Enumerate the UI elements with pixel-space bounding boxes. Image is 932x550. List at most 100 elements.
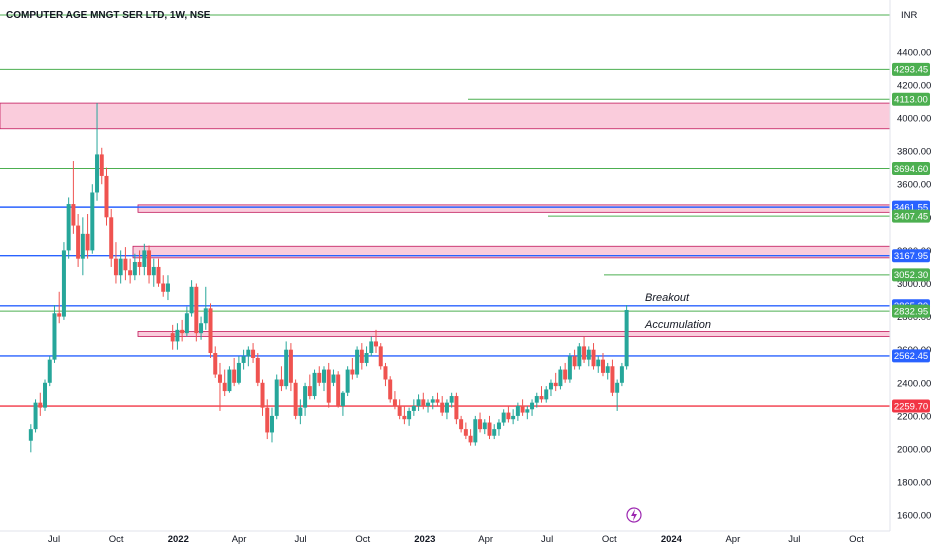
candle-body <box>142 250 147 267</box>
y-tick-label: 2400.00 <box>897 378 931 389</box>
lightning-icon[interactable] <box>626 507 642 523</box>
y-tick-label: 2000.00 <box>897 445 931 456</box>
candle-body <box>558 369 563 387</box>
price-level-badge <box>892 62 930 76</box>
candle-body <box>265 407 270 433</box>
candle-body <box>582 346 587 360</box>
candle-body <box>260 382 265 408</box>
candle-body <box>392 399 397 406</box>
x-tick-label: Apr <box>232 534 247 545</box>
candle-body <box>539 396 544 400</box>
candle-body <box>184 313 189 334</box>
price-level-label: 3052.30 <box>894 270 928 281</box>
candle-body <box>591 349 596 367</box>
candle-body <box>90 192 95 251</box>
candle-body <box>407 410 412 420</box>
supply-zone <box>137 331 891 337</box>
candle-body <box>307 386 312 397</box>
candle-body <box>331 374 336 383</box>
x-tick-label: Jul <box>294 534 306 545</box>
candle-body <box>165 283 170 292</box>
candle-body <box>132 261 137 276</box>
candle-body <box>47 359 52 383</box>
candle-body <box>610 366 615 393</box>
candle-body <box>355 349 360 375</box>
candle-body <box>151 266 156 276</box>
x-tick-label: Jul <box>48 534 60 545</box>
y-tick-label: 4000.00 <box>897 114 931 125</box>
candle-body <box>99 154 104 176</box>
candle-body <box>203 308 208 324</box>
candle-body <box>274 379 279 416</box>
candle-body <box>572 356 577 367</box>
y-tick-label: 3800.00 <box>897 147 931 158</box>
candle-body <box>421 399 426 406</box>
candle-body <box>95 154 100 193</box>
candle-body <box>33 402 38 430</box>
candle-body <box>113 258 118 276</box>
candle-body <box>147 250 152 276</box>
candle-body <box>515 405 520 416</box>
candle-body <box>61 250 66 317</box>
candle-body <box>28 429 33 441</box>
price-level-badge <box>892 399 930 413</box>
y-tick-label: 3000.00 <box>897 279 931 290</box>
candle-body <box>175 329 180 342</box>
candle-body <box>104 175 109 218</box>
candle-body <box>284 349 289 387</box>
candle-body <box>232 369 237 383</box>
price-level-label: 4113.00 <box>894 95 928 106</box>
candle-body <box>553 382 558 387</box>
zone-layer <box>0 102 891 337</box>
candle-body <box>374 341 379 347</box>
candle-layer <box>28 103 629 453</box>
candle-body <box>85 233 90 251</box>
candle-body <box>321 369 326 383</box>
candle-body <box>534 396 539 403</box>
candle-body <box>208 308 213 354</box>
price-level-label: 2562.45 <box>894 351 928 362</box>
candle-body <box>52 313 57 360</box>
price-level-label: 3407.45 <box>894 211 928 222</box>
candle-body <box>326 369 331 403</box>
candle-body <box>217 374 222 383</box>
candle-body <box>430 399 435 403</box>
candle-body <box>109 217 114 259</box>
y-tick-label: 4400.00 <box>897 47 931 58</box>
candle-body <box>468 435 473 443</box>
y-tick-label: 2200.00 <box>897 411 931 422</box>
y-tick-label: 4200.00 <box>897 80 931 91</box>
candle-body <box>402 415 407 420</box>
candle-body <box>548 382 553 390</box>
candle-body <box>383 366 388 380</box>
price-level-label: 2832.95 <box>894 306 928 317</box>
candle-body <box>236 362 241 383</box>
candle-body <box>128 270 133 276</box>
candle-body <box>444 402 449 413</box>
y-tick-label: 1600.00 <box>897 511 931 522</box>
x-tick-label: 2023 <box>414 534 435 545</box>
candle-body <box>496 422 501 430</box>
candle-body <box>298 407 303 416</box>
x-tick-label: Oct <box>602 534 617 545</box>
candle-body <box>359 349 364 363</box>
y-tick-label: 3600.00 <box>897 180 931 191</box>
y-tick-label: 1800.00 <box>897 478 931 489</box>
x-tick-label: Jul <box>541 534 553 545</box>
candle-body <box>336 374 341 406</box>
candle-body <box>492 429 497 436</box>
candle-body <box>251 349 256 358</box>
x-tick-label: Oct <box>109 534 124 545</box>
x-tick-label: Oct <box>849 534 864 545</box>
candle-body <box>80 233 85 259</box>
price-level-label: 3167.95 <box>894 251 928 262</box>
accumulation-annotation: Accumulation <box>644 319 711 331</box>
candle-body <box>213 353 218 375</box>
candle-body <box>156 266 161 284</box>
candle-body <box>388 379 393 400</box>
candle-body <box>596 359 601 367</box>
price-level-label: 4293.45 <box>894 65 928 76</box>
candle-body <box>449 396 454 403</box>
